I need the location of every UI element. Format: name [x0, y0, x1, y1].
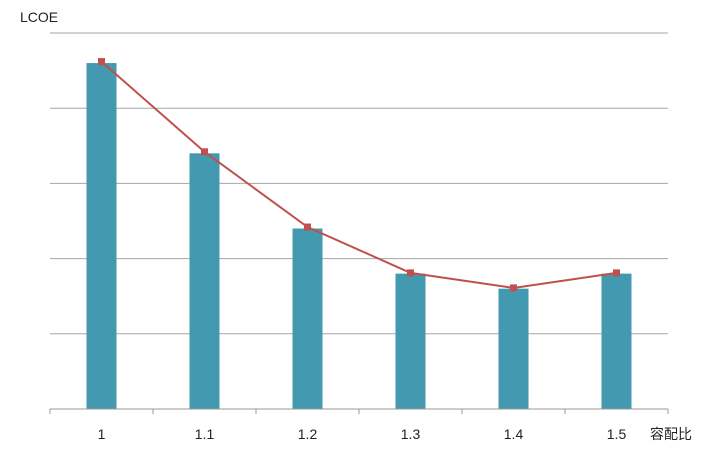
x-tick-label: 1.2	[298, 426, 318, 442]
x-tick-label: 1.3	[401, 426, 421, 442]
line-marker-1.4	[510, 284, 517, 292]
x-tick-label: 1.1	[195, 426, 215, 442]
line-marker-1	[98, 58, 105, 66]
bar-1.3	[395, 273, 426, 409]
bar-1.4	[498, 288, 529, 409]
x-axis-title: 容配比	[650, 426, 692, 443]
line-marker-1.2	[304, 223, 311, 231]
line-series	[98, 58, 620, 292]
bar-1.5	[601, 273, 632, 409]
line-marker-1.3	[407, 269, 414, 277]
y-axis-title: LCOE	[20, 9, 58, 25]
x-axis	[49, 408, 669, 414]
line-marker-1.5	[613, 269, 620, 277]
bar-series	[86, 63, 632, 409]
bar-1.1	[189, 153, 220, 409]
gridlines	[50, 32, 668, 335]
x-tick-label: 1.4	[504, 426, 524, 442]
line-marker-1.1	[201, 148, 208, 156]
x-tick-label: 1.5	[607, 426, 627, 442]
x-tick-label: 1	[98, 426, 106, 442]
line-path	[100, 60, 617, 289]
bar-1.2	[292, 228, 323, 409]
bar-1	[86, 63, 117, 409]
x-tick-labels: 1 1.1 1.2 1.3 1.4 1.5	[98, 426, 627, 442]
